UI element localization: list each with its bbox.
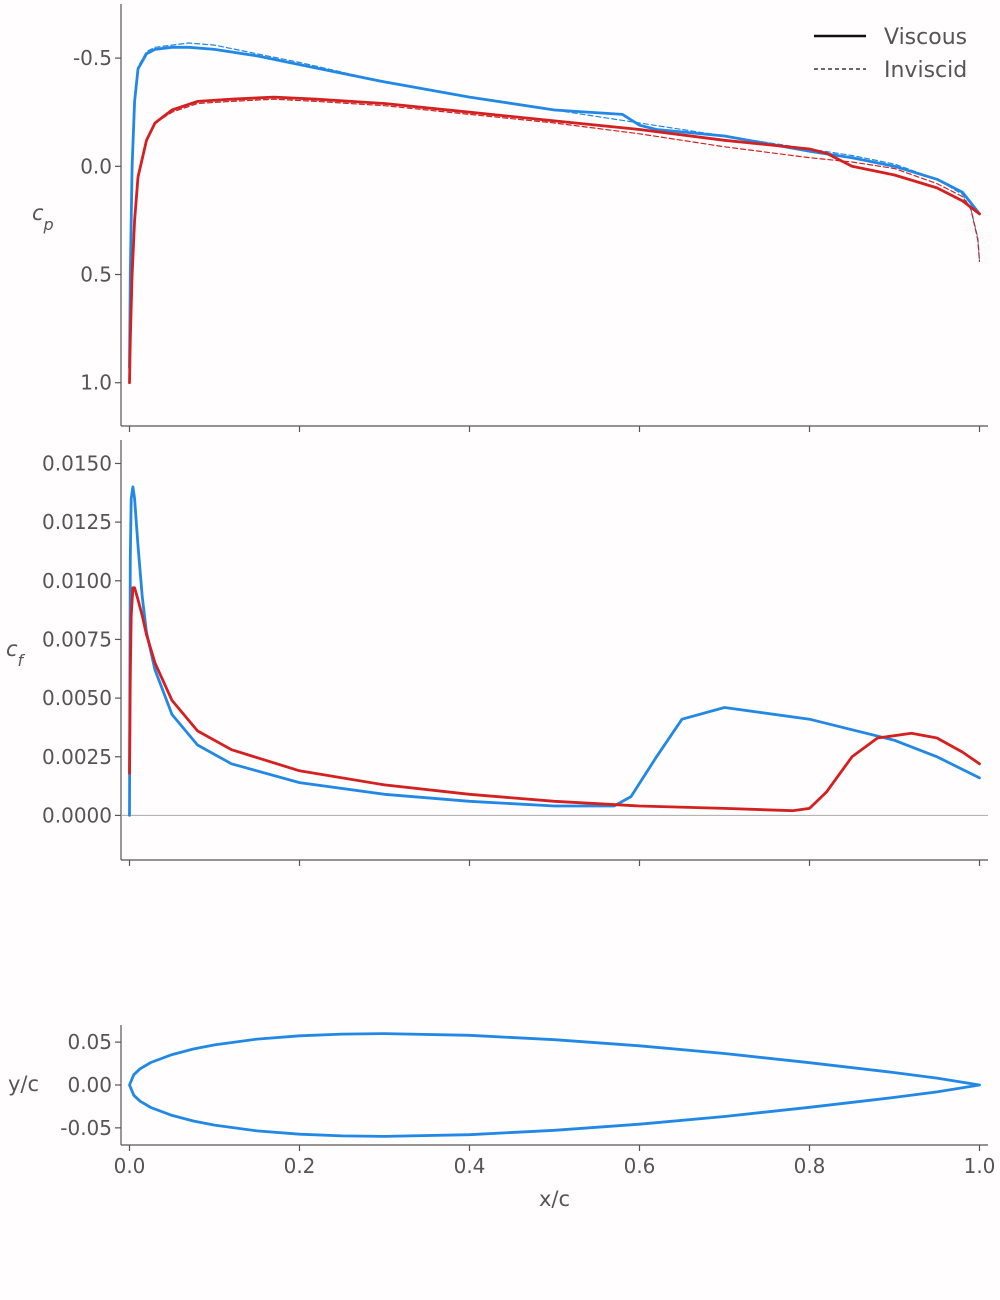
cf-ytick-label: 0.0075 [42, 627, 112, 651]
geom-xtick-label: 0.6 [624, 1154, 656, 1178]
cf-series-blue-solid [128, 485, 981, 817]
cf-ytick-label: 0.0050 [42, 686, 112, 710]
cf-ytick-label: 0.0025 [42, 745, 112, 769]
cf-ylabel: cf [6, 637, 26, 670]
cp-panel: -0.5 0.0 0.5 1.0 cp [32, 4, 988, 432]
legend-viscous-label: Viscous [884, 25, 967, 50]
cp-series-blue-dashed [128, 42, 981, 369]
geom-ylabel: y/c [8, 1072, 39, 1096]
cp-ytick-label: 0.5 [80, 263, 112, 287]
cp-series-red-dashed [128, 98, 981, 384]
cp-ytick-label: -0.5 [73, 46, 112, 70]
cf-panel: 0.0000 0.0025 0.0050 0.0075 0.0100 0.0125 0.01… [6, 440, 988, 866]
geom-xtick-label: 0.4 [454, 1154, 486, 1178]
geom-xtick-label: 0.8 [794, 1154, 826, 1178]
legend: Viscous Inviscid [814, 25, 967, 83]
legend-inviscid-label: Inviscid [884, 58, 967, 83]
cf-ytick-label: 0.0000 [42, 803, 112, 827]
geom-xtick-label: 0.0 [114, 1154, 146, 1178]
geom-xlabel: x/c [539, 1187, 570, 1211]
geom-xtick-label: 0.2 [284, 1154, 316, 1178]
cp-series-blue-solid [128, 45, 981, 369]
cf-ytick-label: 0.0150 [42, 451, 112, 475]
cf-ytick-label: 0.0125 [42, 510, 112, 534]
geom-ytick-label: 0.00 [67, 1073, 112, 1097]
cp-ylabel: cp [32, 201, 54, 234]
geom-ytick-label: -0.05 [60, 1116, 112, 1140]
geom-ytick-label: 0.05 [67, 1030, 112, 1054]
airfoil-geometry-panel: -0.05 0.00 0.05 0.0 0.2 0.4 0.6 0.8 1.0 x/c y/c [8, 1025, 995, 1211]
cp-ytick-label: 0.0 [80, 154, 112, 178]
geom-xtick-label: 1.0 [964, 1154, 996, 1178]
cp-series-red-solid [128, 95, 981, 385]
cf-series-red-solid [128, 586, 981, 813]
cp-ytick-label: 1.0 [80, 371, 112, 395]
geom-series-blue-solid [128, 1032, 981, 1138]
cf-ytick-label: 0.0100 [42, 569, 112, 593]
